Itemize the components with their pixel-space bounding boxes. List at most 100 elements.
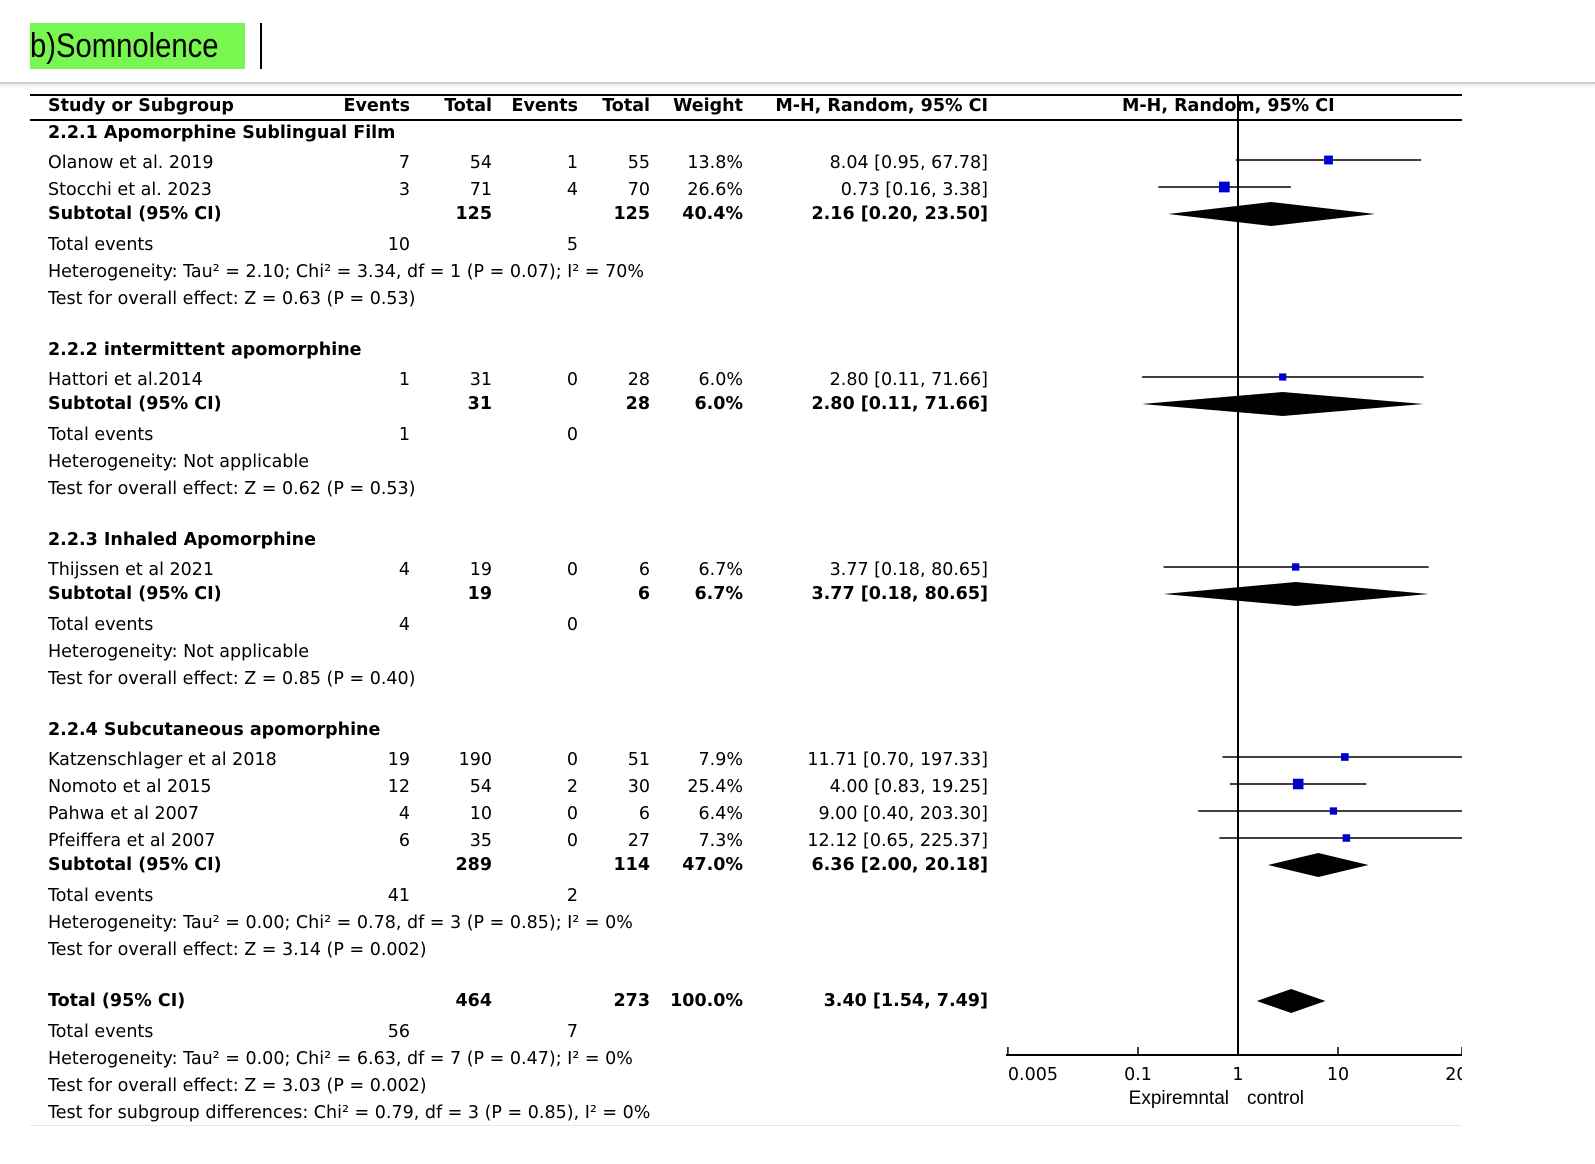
subgroup-title-text: 2.2.2 intermittent apomorphine: [48, 340, 362, 360]
header-exp-total: Total: [444, 96, 492, 116]
study-name: Pfeiffera et al 2007: [48, 831, 216, 851]
heterogeneity-text: Heterogeneity: Tau² = 2.10; Chi² = 3.34,…: [48, 262, 645, 282]
subtotal-row: Subtotal (95% CI) 19 6 6.7% 3.77 [0.18, 80.6…: [0, 582, 1000, 606]
weight: 47.0%: [682, 855, 743, 875]
study-marker: [1342, 834, 1351, 842]
weight: 13.8%: [687, 153, 743, 173]
total-events-label: Total events: [48, 615, 154, 635]
study-row: Pahwa et al 2007 4 10 0 6 6.4% 9.00 [0.40, 203…: [0, 802, 1000, 826]
overall-effect-text: Test for overall effect: Z = 3.14 (P = 0…: [48, 940, 427, 960]
x-tick-label: 10: [1327, 1065, 1349, 1085]
subtotal-diamond: [1168, 202, 1376, 226]
weight: 6.7%: [698, 560, 743, 580]
effect-ci: 3.77 [0.18, 80.65]: [829, 560, 988, 580]
ctl-events: 0: [566, 831, 578, 851]
total-events-label: Total events: [48, 886, 154, 906]
x-tick-label: 0.1: [1124, 1065, 1152, 1085]
header-ctl-total: Total: [602, 96, 650, 116]
study-row: Pfeiffera et al 2007 6 35 0 27 7.3% 12.12 [0.6…: [0, 829, 1000, 853]
effect-ci: 11.71 [0.70, 197.33]: [807, 750, 988, 770]
ctl-total: 28: [625, 394, 650, 414]
ctl-events: 1: [566, 153, 578, 173]
study-marker: [1218, 181, 1230, 193]
ctl-total: 125: [613, 204, 650, 224]
study-name: Stocchi et al. 2023: [48, 180, 212, 200]
overall-effect-text: Test for overall effect: Z = 3.03 (P = 0…: [48, 1076, 427, 1096]
weight: 6.0%: [698, 370, 743, 390]
total-events-row: Total events 10 5: [0, 233, 1000, 257]
subtotal-diamond: [1142, 392, 1424, 416]
ctl-total: 273: [613, 991, 650, 1011]
header-bottom-rule: [30, 119, 1462, 121]
header-study: Study or Subgroup: [48, 96, 234, 116]
exp-events: 41: [387, 886, 410, 906]
total-events-label: Total events: [48, 425, 154, 445]
exp-events: 1: [398, 425, 410, 445]
weight: 6.7%: [694, 584, 743, 604]
overall-effect-text: Test for overall effect: Z = 0.85 (P = 0…: [48, 669, 416, 689]
ctl-events: 2: [566, 886, 578, 906]
exp-total: 190: [458, 750, 492, 770]
weight: 6.4%: [698, 804, 743, 824]
effect-ci: 12.12 [0.65, 225.37]: [807, 831, 988, 851]
exp-total: 464: [455, 991, 492, 1011]
overall-effect-text: Test for overall effect: Z = 0.63 (P = 0…: [48, 289, 416, 309]
effect-ci: 8.04 [0.95, 67.78]: [829, 153, 988, 173]
study-name: Nomoto et al 2015: [48, 777, 212, 797]
ctl-events: 7: [566, 1022, 578, 1042]
exp-total: 289: [455, 855, 492, 875]
ctl-events: 0: [566, 370, 578, 390]
heterogeneity-row: Heterogeneity: Not applicable: [0, 450, 1000, 474]
ctl-events: 0: [566, 560, 578, 580]
weight: 7.9%: [698, 750, 743, 770]
exp-total: 19: [467, 584, 492, 604]
subgroup-diff-text: Test for subgroup differences: Chi² = 0.…: [48, 1103, 651, 1123]
ctl-total: 6: [638, 560, 650, 580]
header-top-rule: [30, 94, 1462, 96]
header-weight: Weight: [673, 96, 743, 116]
subgroup-title: 2.2.3 Inhaled Apomorphine: [0, 528, 1000, 552]
study-name: Hattori et al.2014: [48, 370, 203, 390]
study-row: Nomoto et al 2015 12 54 2 30 25.4% 4.00 [0.83,…: [0, 775, 1000, 799]
heterogeneity-row: Heterogeneity: Tau² = 2.10; Chi² = 3.34,…: [0, 260, 1000, 284]
study-marker: [1329, 807, 1338, 815]
exp-events: 4: [398, 804, 410, 824]
ctl-events: 2: [566, 777, 578, 797]
subtotal-row: Subtotal (95% CI) 31 28 6.0% 2.80 [0.11, 71.…: [0, 392, 1000, 416]
total-events-label: Total events: [48, 235, 154, 255]
ctl-total: 6: [638, 804, 650, 824]
exp-events: 7: [398, 153, 410, 173]
effect-ci: 9.00 [0.40, 203.30]: [818, 804, 988, 824]
weight: 26.6%: [687, 180, 743, 200]
ctl-total: 28: [627, 370, 650, 390]
heterogeneity-text: Heterogeneity: Not applicable: [48, 452, 310, 472]
study-name: Katzenschlager et al 2018: [48, 750, 277, 770]
effect-ci: 4.00 [0.83, 19.25]: [829, 777, 988, 797]
header-exp-events: Events: [343, 96, 410, 116]
heterogeneity-row: Heterogeneity: Tau² = 0.00; Chi² = 6.63,…: [0, 1047, 1000, 1071]
x-label-left: Expiremntal: [1129, 1088, 1229, 1109]
exp-events: 19: [387, 750, 410, 770]
subtotal-label: Subtotal (95% CI): [48, 204, 222, 224]
subgroup-title: 2.2.1 Apomorphine Sublingual Film: [0, 121, 1000, 145]
ctl-events: 0: [566, 615, 578, 635]
subtotal-diamond: [1268, 853, 1369, 877]
effect-ci: 0.73 [0.16, 3.38]: [840, 180, 988, 200]
ctl-total: 70: [627, 180, 650, 200]
total-events-row: Total events 41 2: [0, 884, 1000, 908]
exp-events: 56: [387, 1022, 410, 1042]
overall-effect-row: Test for overall effect: Z = 3.14 (P = 0…: [0, 938, 1000, 962]
total-diamond: [1256, 989, 1326, 1013]
exp-total: 19: [469, 560, 492, 580]
total-events-label: Total events: [48, 1022, 154, 1042]
subgroup-title-text: 2.2.4 Subcutaneous apomorphine: [48, 720, 381, 740]
overall-effect-row: Test for overall effect: Z = 0.62 (P = 0…: [0, 477, 1000, 501]
ctl-events: 5: [566, 235, 578, 255]
exp-events: 4: [398, 615, 410, 635]
subtotal-diamond: [1163, 582, 1429, 606]
x-tick-label: 0.005: [1008, 1065, 1058, 1085]
overall-effect-row: Test for overall effect: Z = 0.85 (P = 0…: [0, 667, 1000, 691]
effect-ci: 3.77 [0.18, 80.65]: [811, 584, 988, 604]
header-ctl-events: Events: [511, 96, 578, 116]
header-ci: M-H, Random, 95% CI: [775, 96, 988, 116]
